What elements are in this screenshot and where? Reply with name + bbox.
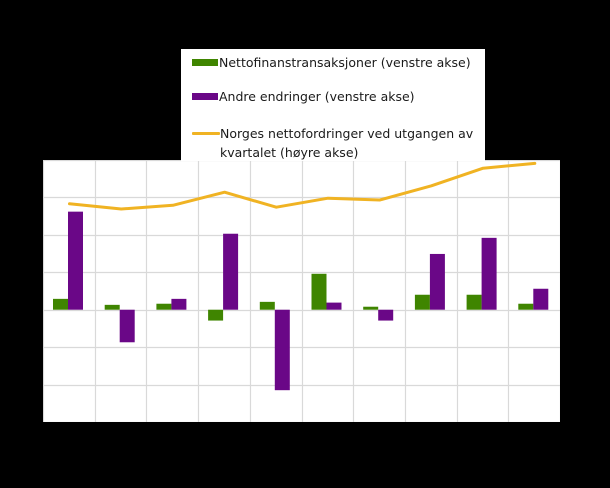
legend-swatch-purple-icon: [192, 93, 218, 100]
legend: Nettofinanstransaksjoner (venstre akse) …: [181, 49, 485, 161]
bar-andre: [119, 309, 135, 343]
legend-swatch-green-icon: [192, 59, 218, 66]
line-norges: [68, 161, 537, 211]
bar-andre: [68, 211, 83, 310]
bar-netto: [156, 303, 172, 310]
bar-andre: [481, 237, 497, 310]
bar-netto: [466, 294, 482, 310]
bar-andre: [274, 309, 290, 391]
plot-canvas: [43, 160, 560, 422]
legend-label: Norges nettofordringer ved utgangen av k…: [220, 126, 474, 160]
bar-netto: [414, 294, 430, 310]
bar-andre: [171, 298, 187, 310]
bar-andre: [223, 233, 239, 310]
bar-netto: [311, 273, 327, 310]
bar-netto: [53, 298, 68, 310]
legend-item-norges: Norges nettofordringer ved utgangen av k…: [192, 124, 490, 162]
plot-area: [43, 160, 560, 422]
bar-netto: [208, 309, 224, 321]
bar-andre: [533, 288, 549, 310]
bar-andre: [378, 309, 394, 321]
bar-netto: [104, 304, 120, 310]
bar-andre: [326, 302, 342, 310]
legend-label: Nettofinanstransaksjoner (venstre akse): [219, 55, 471, 70]
legend-swatch-line-icon: [192, 132, 220, 135]
legend-item-netto: Nettofinanstransaksjoner (venstre akse): [192, 53, 489, 72]
bar-andre: [429, 253, 445, 310]
bar-netto: [363, 306, 379, 310]
legend-item-andre: Andre endringer (venstre akse): [192, 87, 489, 106]
bar-netto: [259, 301, 275, 310]
bar-netto: [518, 303, 534, 310]
legend-label: Andre endringer (venstre akse): [219, 89, 415, 104]
